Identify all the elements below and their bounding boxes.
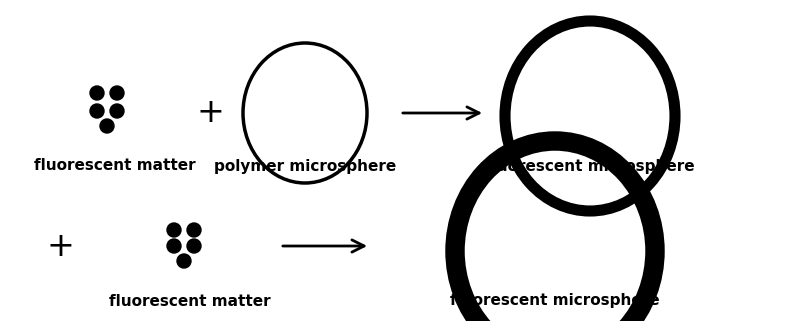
Circle shape <box>100 119 114 133</box>
Circle shape <box>167 239 181 253</box>
Text: fluorescent microsphere: fluorescent microsphere <box>450 293 660 308</box>
Circle shape <box>167 223 181 237</box>
Circle shape <box>110 86 124 100</box>
Text: +: + <box>196 97 224 129</box>
Circle shape <box>177 254 191 268</box>
Text: +: + <box>46 230 74 263</box>
Circle shape <box>187 223 201 237</box>
Text: fluorescent microsphere: fluorescent microsphere <box>485 159 695 173</box>
Text: fluorescent matter: fluorescent matter <box>34 159 196 173</box>
Circle shape <box>187 239 201 253</box>
Text: polymer microsphere: polymer microsphere <box>214 159 396 173</box>
Circle shape <box>110 104 124 118</box>
Circle shape <box>90 86 104 100</box>
Text: fluorescent matter: fluorescent matter <box>109 293 271 308</box>
Circle shape <box>90 104 104 118</box>
